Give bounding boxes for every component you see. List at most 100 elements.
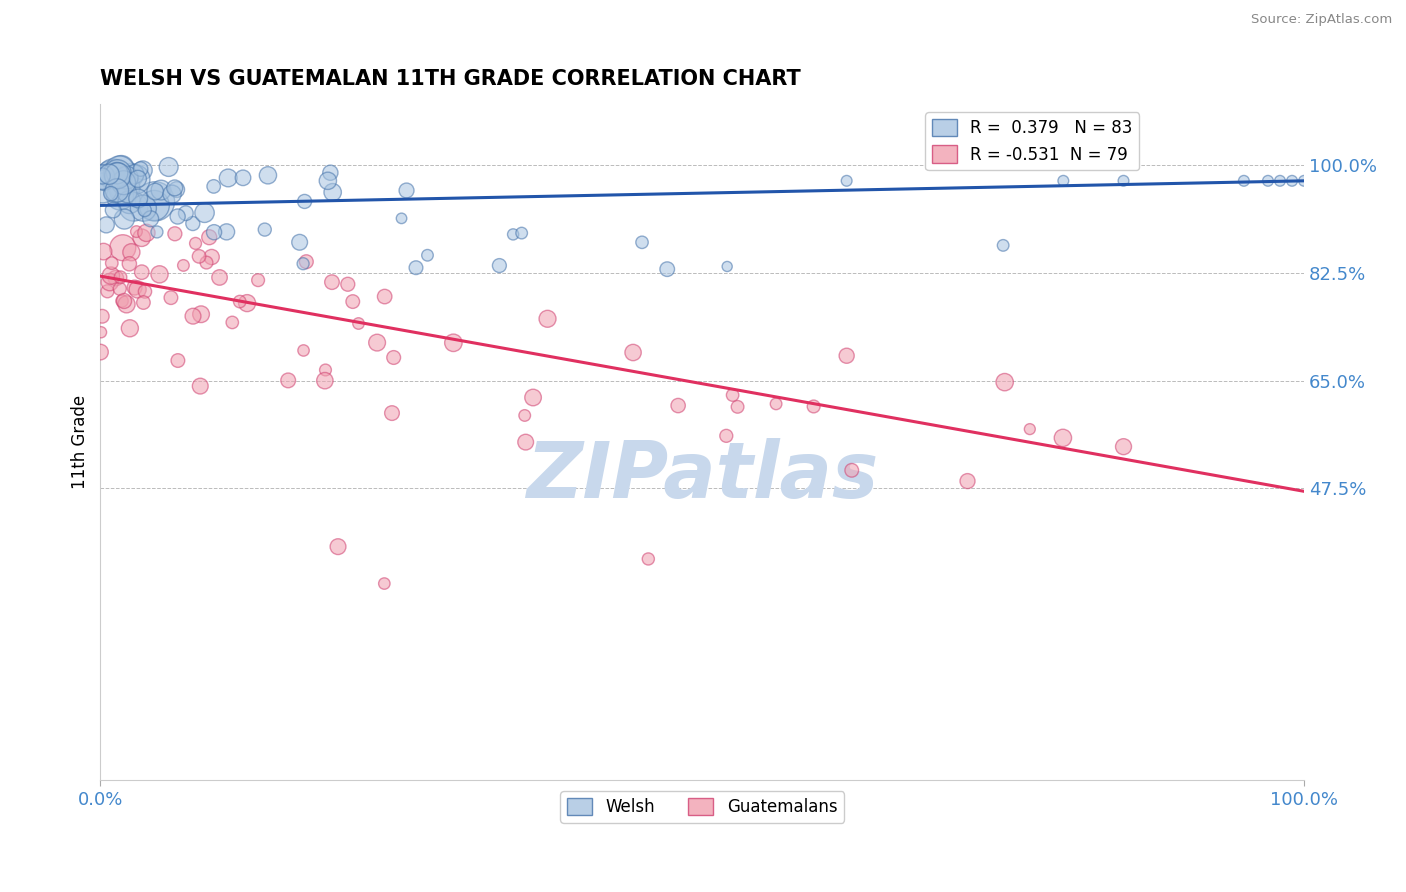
Point [134,203,156,218]
Point [129,161,152,176]
Point [395,184,418,198]
Point [121,168,143,182]
Point [105,183,128,197]
Point [956,474,979,488]
Point [132,163,155,178]
Point [110,161,132,175]
Point [139,211,162,226]
Point [515,435,537,450]
Point [1112,440,1135,454]
Point [111,241,134,255]
Point [513,409,536,423]
Point [98,167,121,181]
Point [166,210,188,224]
Point [666,399,689,413]
Point [190,307,212,321]
Point [716,429,738,443]
Point [326,540,349,554]
Point [322,186,344,200]
Point [994,375,1017,389]
Point [621,345,644,359]
Point [441,335,464,350]
Point [160,291,183,305]
Text: Source: ZipAtlas.com: Source: ZipAtlas.com [1251,13,1392,27]
Point [416,248,439,262]
Point [373,576,395,591]
Point [93,173,115,187]
Point [127,171,149,186]
Point [202,179,225,194]
Point [166,183,188,197]
Point [91,181,114,195]
Point [114,182,136,196]
Point [101,167,124,181]
Point [97,168,120,182]
Point [405,260,427,275]
Point [107,167,129,181]
Point [215,225,238,239]
Point [132,201,155,215]
Point [637,552,659,566]
Point [803,400,825,414]
Point [112,293,135,308]
Point [292,257,315,271]
Point [374,289,396,303]
Point [98,167,121,181]
Point [488,259,510,273]
Point [382,351,405,365]
Point [253,222,276,236]
Point [143,198,166,212]
Point [163,227,186,241]
Point [366,335,388,350]
Point [294,194,316,209]
Point [108,189,131,203]
Point [127,283,149,297]
Point [143,194,166,209]
Point [181,217,204,231]
Point [835,349,858,363]
Point [391,211,413,226]
Point [105,166,128,180]
Point [288,235,311,250]
Point [112,176,135,190]
Point [1281,174,1303,188]
Point [202,225,225,239]
Point [157,160,180,174]
Point [110,270,132,285]
Point [229,294,252,309]
Point [100,268,122,283]
Point [184,236,207,251]
Point [342,294,364,309]
Point [1112,174,1135,188]
Point [101,203,124,218]
Point [188,379,211,393]
Point [160,187,183,202]
Point [120,245,142,260]
Point [112,212,135,227]
Point [91,170,114,185]
Point [201,250,224,264]
Point [991,238,1014,252]
Point [105,184,128,198]
Point [247,273,270,287]
Legend: Welsh, Guatemalans: Welsh, Guatemalans [561,791,844,822]
Point [143,185,166,199]
Point [114,179,136,194]
Point [181,309,204,323]
Point [721,388,744,402]
Point [163,181,186,195]
Point [727,400,749,414]
Point [98,275,121,289]
Point [536,311,558,326]
Point [631,235,654,250]
Point [217,170,239,185]
Point [292,343,315,358]
Point [101,256,124,270]
Point [135,226,157,240]
Point [167,353,190,368]
Point [295,254,318,268]
Point [100,186,122,201]
Point [115,186,138,201]
Point [835,174,858,188]
Point [118,257,141,271]
